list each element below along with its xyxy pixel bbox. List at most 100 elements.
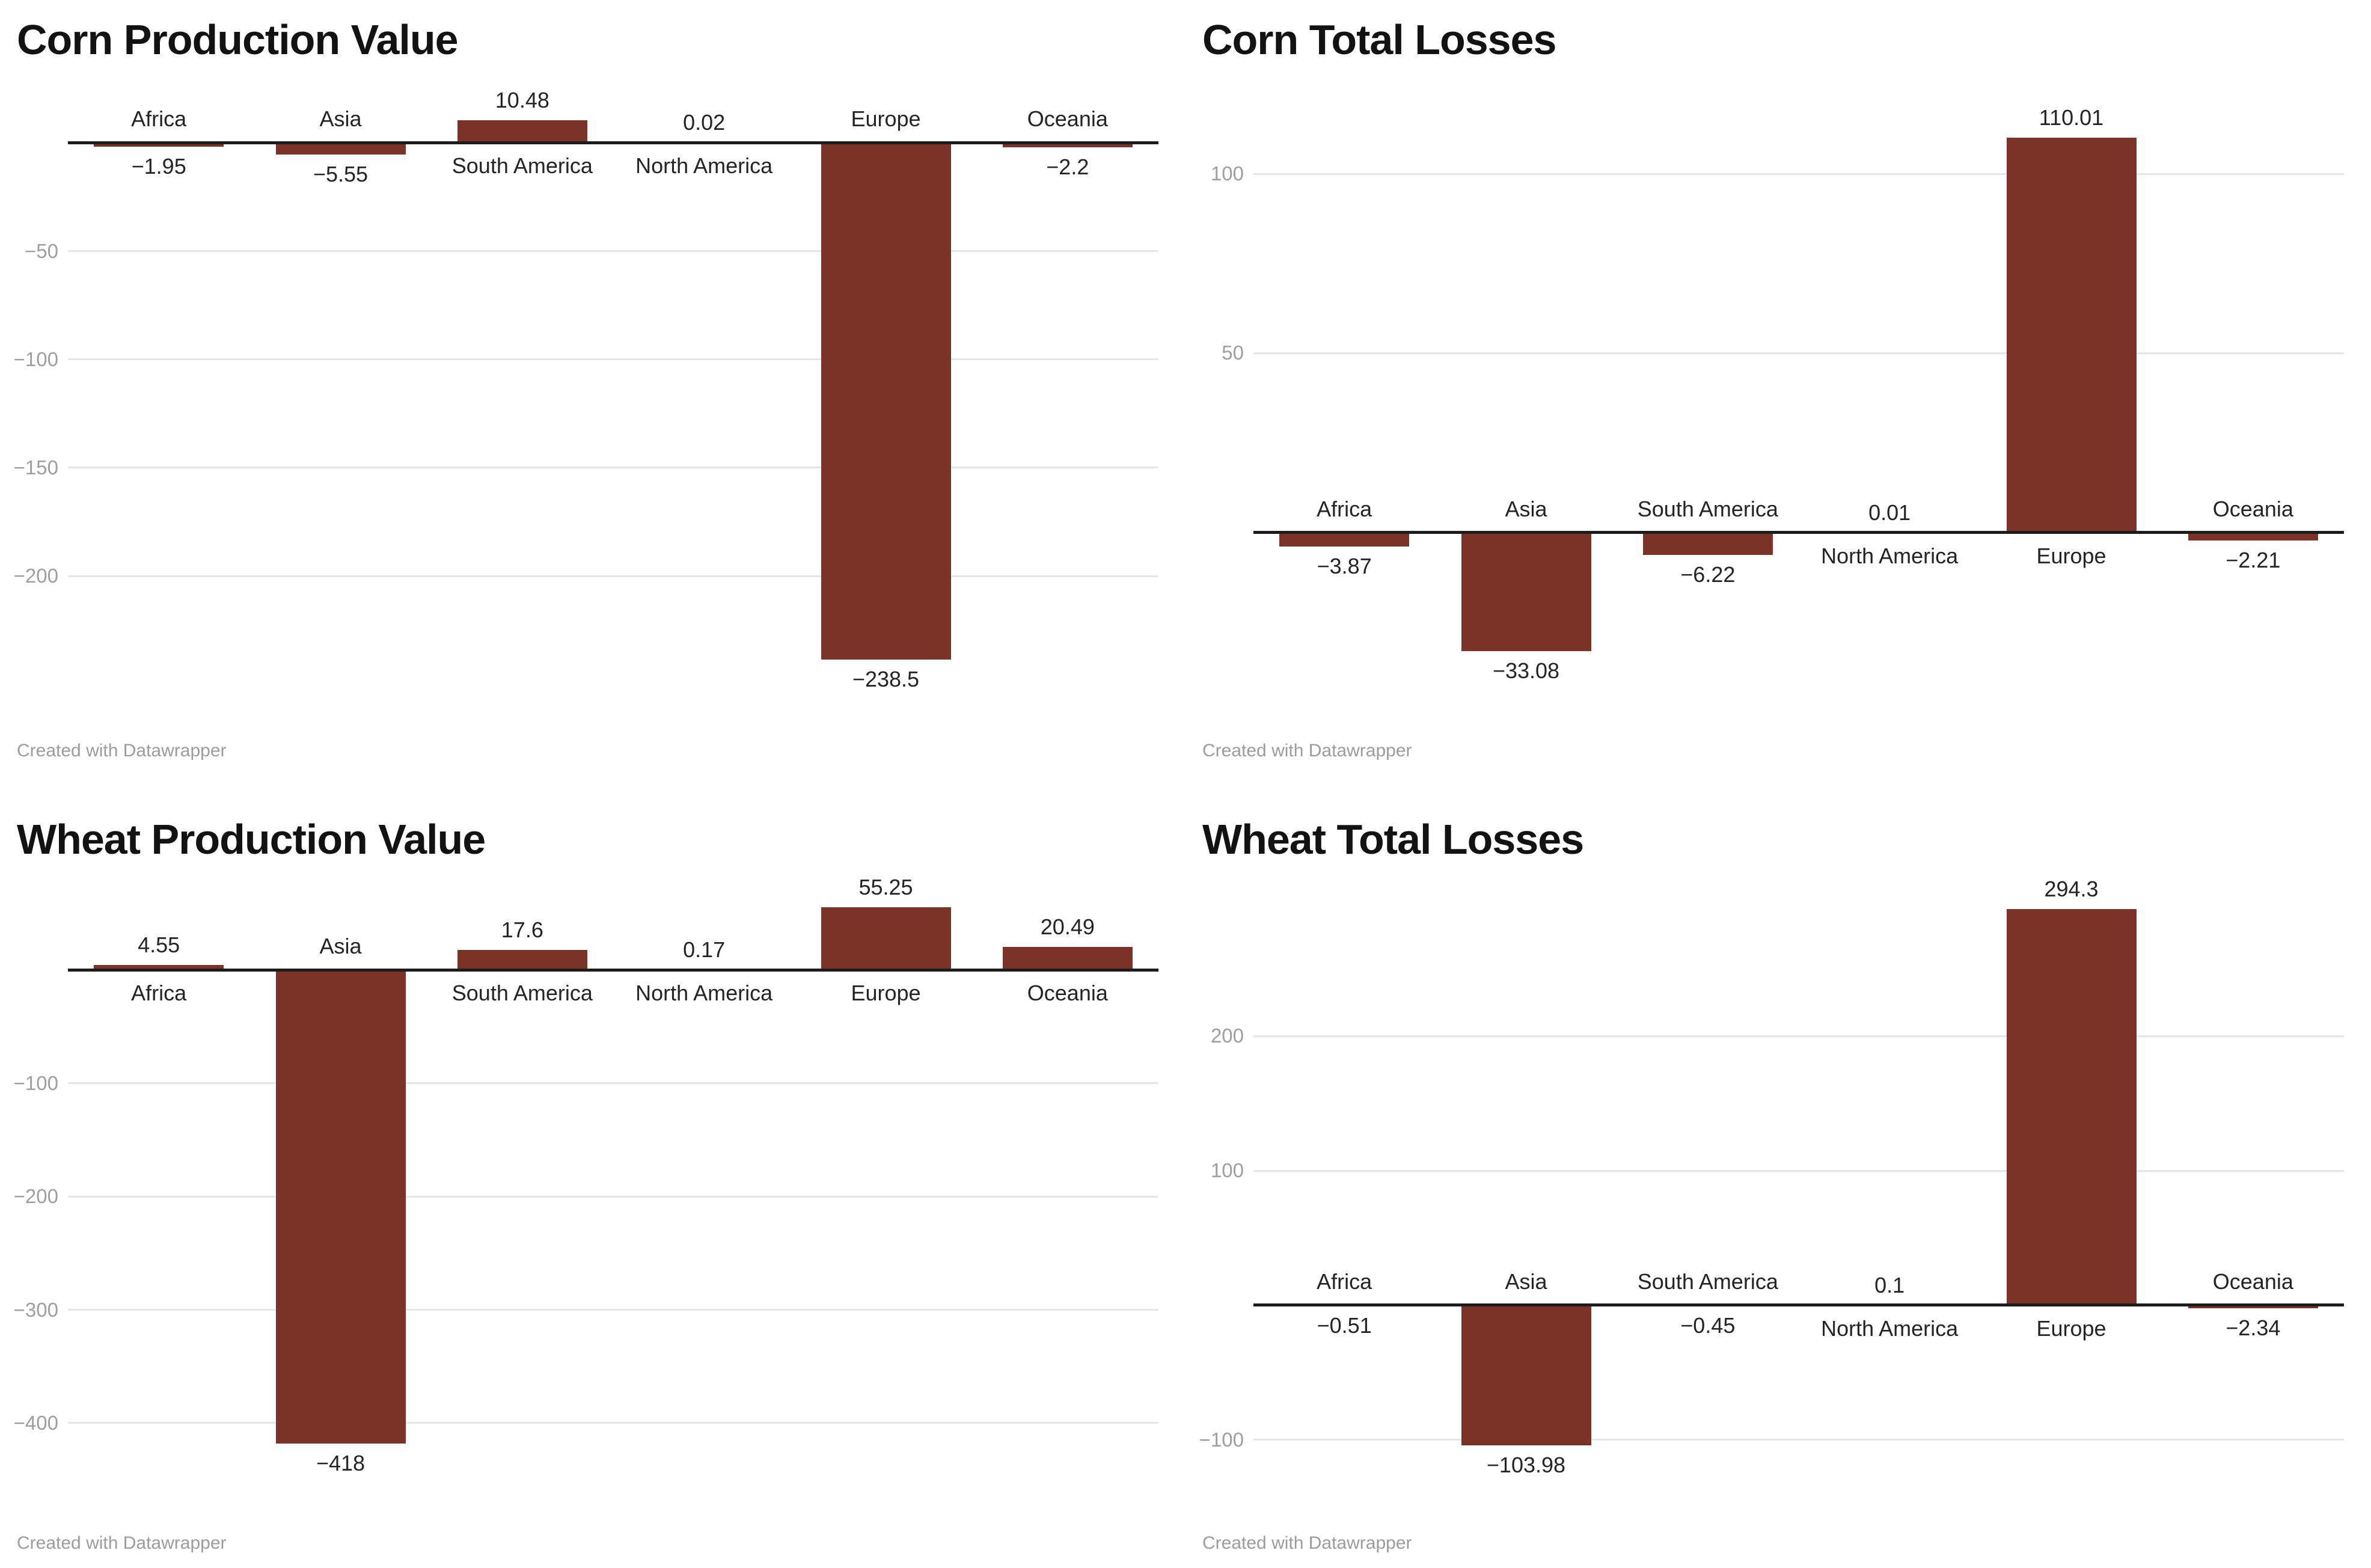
gridline xyxy=(68,358,1158,361)
zero-baseline xyxy=(68,968,1158,972)
y-axis-tick-label: −100 xyxy=(13,348,58,370)
bar-africa[interactable] xyxy=(1279,532,1410,547)
y-axis-tick-label: −100 xyxy=(1199,1428,1244,1451)
bar-category-label: Africa xyxy=(1317,1269,1372,1294)
chart-wheat-production-value: Wheat Production Value −100 −200 −300 −400 4… xyxy=(0,800,1186,1568)
bar-category-label: South America xyxy=(451,153,593,179)
datawrapper-attribution: Created with Datawrapper xyxy=(17,1533,227,1553)
bar-south-america[interactable] xyxy=(457,120,587,143)
bar-africa[interactable] xyxy=(94,142,224,147)
bar-category-label: North America xyxy=(635,153,773,179)
bar-value-label: 0.01 xyxy=(1868,500,1911,525)
datawrapper-attribution: Created with Datawrapper xyxy=(1202,741,1412,761)
bar-category-label: Oceania xyxy=(2212,496,2293,521)
bar-europe[interactable] xyxy=(2006,138,2137,533)
gridline xyxy=(1253,1169,2344,1172)
y-axis-tick-label: −400 xyxy=(13,1411,58,1434)
bar-category-label: Oceania xyxy=(2212,1269,2293,1294)
chart-title: Wheat Total Losses xyxy=(1202,816,1584,863)
chart-corn-production-value: Corn Production Value −50 −100 −150 −200 −1.… xyxy=(0,0,1186,800)
bar-asia[interactable] xyxy=(275,142,406,155)
y-axis-tick-label: 200 xyxy=(1210,1024,1244,1047)
chart-corn-total-losses: Corn Total Losses 100 50 −3.87 Africa −33.08… xyxy=(1186,0,2371,800)
gridline xyxy=(68,1082,1158,1085)
bar-value-label: −418 xyxy=(316,1450,366,1475)
bar-value-label: 20.49 xyxy=(1040,914,1095,939)
bar-category-label: North America xyxy=(1821,1315,1959,1341)
y-axis-tick-label: 100 xyxy=(1210,162,1244,185)
bar-value-label: −2.21 xyxy=(2226,547,2281,572)
bar-value-label: 10.48 xyxy=(495,87,549,112)
bar-value-label: −103.98 xyxy=(1486,1452,1566,1477)
bar-value-label: −0.51 xyxy=(1317,1313,1372,1338)
bar-value-label: −5.55 xyxy=(313,162,369,187)
bar-oceania[interactable] xyxy=(2188,1305,2318,1309)
bar-asia[interactable] xyxy=(275,970,406,1444)
bar-category-label: North America xyxy=(635,981,773,1006)
bar-category-label: Asia xyxy=(1505,496,1547,521)
bar-value-label: −2.34 xyxy=(2226,1315,2281,1341)
bar-value-label: −238.5 xyxy=(852,666,920,691)
bar-africa[interactable] xyxy=(94,964,224,970)
bar-category-label: Africa xyxy=(131,981,187,1006)
bar-oceania[interactable] xyxy=(2188,532,2318,541)
bar-europe[interactable] xyxy=(2006,908,2137,1305)
bar-asia[interactable] xyxy=(1461,532,1591,651)
bar-value-label: 110.01 xyxy=(2039,105,2104,130)
bar-value-label: 0.17 xyxy=(683,937,726,962)
bar-category-label: Europe xyxy=(2036,1315,2106,1341)
bar-category-label: Oceania xyxy=(1027,106,1108,132)
bar-oceania[interactable] xyxy=(1002,946,1133,970)
y-axis-tick-label: −100 xyxy=(13,1071,58,1094)
bar-category-label: Africa xyxy=(131,106,187,132)
bar-category-label: Asia xyxy=(319,934,362,959)
bar-value-label: 0.02 xyxy=(683,110,726,135)
gridline xyxy=(68,467,1158,469)
bar-value-label: 55.25 xyxy=(858,875,913,900)
wheat-total-losses-plot: 200 100 −100 −0.51 Africa −103.98 Asia −0.45 Sou… xyxy=(1199,877,2344,1491)
bar-south-america[interactable] xyxy=(457,950,587,970)
bar-south-america[interactable] xyxy=(1642,532,1773,555)
bar-category-label: South America xyxy=(451,981,593,1006)
gridline xyxy=(1253,1439,2344,1441)
bar-value-label: −6.22 xyxy=(1680,562,1736,587)
bar-asia[interactable] xyxy=(1461,1305,1591,1445)
gridline xyxy=(68,575,1158,577)
zero-baseline xyxy=(1253,1303,2344,1307)
gridline xyxy=(68,1309,1158,1311)
gridline xyxy=(68,1422,1158,1424)
plot-area-wrap: 100 50 −3.87 Africa −33.08 Asia −6.22 South Ame… xyxy=(1211,84,2344,697)
bar-value-label: −33.08 xyxy=(1492,658,1560,683)
y-axis-tick-label: 100 xyxy=(1210,1159,1244,1181)
zero-baseline xyxy=(68,141,1158,144)
bar-value-label: 0.1 xyxy=(1874,1272,1905,1297)
bar-europe[interactable] xyxy=(821,142,951,660)
gridline xyxy=(1253,1035,2344,1037)
y-axis-tick-label: −200 xyxy=(13,1185,58,1208)
bar-category-label: South America xyxy=(1637,1269,1778,1294)
bar-value-label: −0.45 xyxy=(1680,1312,1736,1338)
corn-production-value-plot: −50 −100 −150 −200 −1.95 Africa −5.55 Asia 10.48… xyxy=(14,84,1158,697)
zero-baseline xyxy=(1253,531,2344,534)
plot-area-wrap: −50 −100 −150 −200 −1.95 Africa −5.55 Asia 10.48… xyxy=(14,84,1158,697)
bar-europe[interactable] xyxy=(821,907,951,970)
chart-title: Wheat Production Value xyxy=(17,816,486,863)
gridline xyxy=(68,250,1158,253)
gridline xyxy=(68,1195,1158,1198)
datawrapper-attribution: Created with Datawrapper xyxy=(1202,1533,1412,1553)
corn-total-losses-plot: 100 50 −3.87 Africa −33.08 Asia −6.22 South Ame… xyxy=(1211,84,2344,697)
y-axis-tick-label: −200 xyxy=(13,565,58,587)
chart-wheat-total-losses: Wheat Total Losses 200 100 −100 −0.51 Africa… xyxy=(1186,800,2371,1568)
bar-category-label: Asia xyxy=(319,106,362,132)
bar-category-label: Africa xyxy=(1317,496,1372,521)
bar-value-label: 4.55 xyxy=(138,932,180,957)
bar-value-label: 17.6 xyxy=(501,917,543,943)
bar-category-label: Europe xyxy=(851,981,921,1006)
bar-value-label: −3.87 xyxy=(1317,553,1372,578)
bar-oceania[interactable] xyxy=(1002,142,1133,148)
bar-value-label: 294.3 xyxy=(2044,876,2099,901)
gridline xyxy=(1253,352,2344,354)
bar-category-label: North America xyxy=(1821,543,1959,568)
bar-category-label: Asia xyxy=(1505,1269,1547,1294)
